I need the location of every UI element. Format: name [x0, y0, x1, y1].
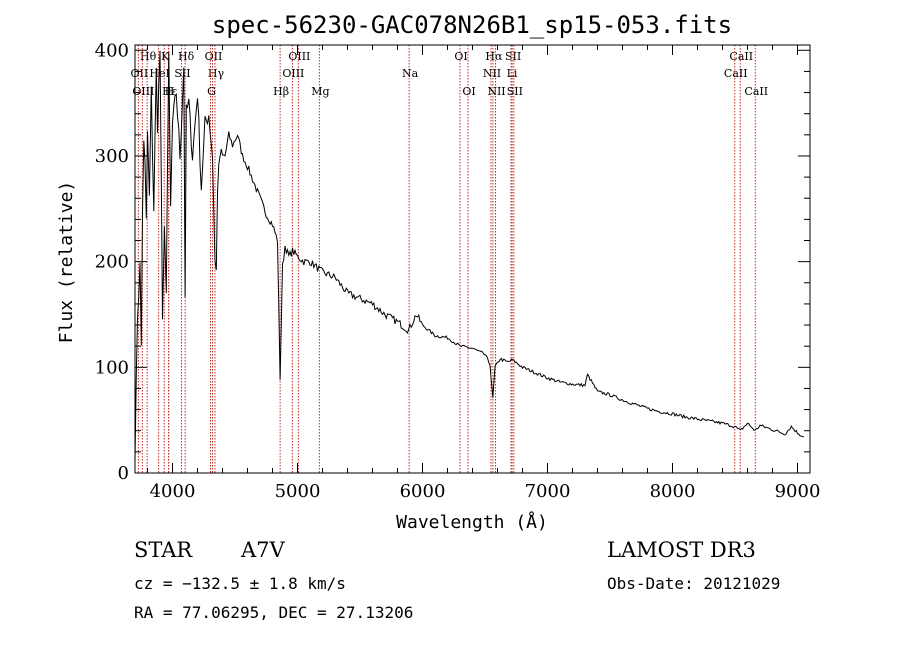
- spectral-line-label: CaII: [724, 67, 748, 80]
- spectral-line-label: SII: [505, 50, 521, 63]
- redshift-cz: cz = −132.5 ± 1.8 km/s: [134, 574, 346, 593]
- spectral-line-label: Na: [402, 67, 419, 80]
- spectral-subclass: A7V: [241, 538, 285, 562]
- spectral-line-label: NII: [487, 85, 505, 98]
- spectral-line-label: Li: [507, 67, 518, 80]
- x-tick-label: 8000: [650, 481, 696, 502]
- x-tick-label: 4000: [150, 481, 196, 502]
- x-tick-label: 6000: [400, 481, 446, 502]
- survey-name: LAMOST DR3: [607, 538, 756, 562]
- spectral-line-label: OI: [454, 50, 467, 63]
- x-tick-label: 5000: [275, 481, 321, 502]
- spectral-line-label: Hδ: [178, 50, 195, 63]
- spectral-line-label: G: [207, 85, 216, 98]
- spectral-line-label: NII: [483, 67, 501, 80]
- spectral-line-label: OIII: [288, 50, 310, 63]
- y-tick-label: 400: [95, 40, 129, 61]
- spectrum-series-line: [134, 50, 805, 462]
- spectral-line-label: OIII: [132, 85, 154, 98]
- object-type: STAR: [134, 538, 193, 562]
- observation-date: Obs-Date: 20121029: [607, 574, 781, 593]
- spectral-line-label: OII: [131, 67, 149, 80]
- spectral-line-label: OI: [462, 85, 475, 98]
- spectral-line-label: CaII: [744, 85, 768, 98]
- spectrum-data-layer: [134, 50, 805, 462]
- spectral-line-label: CaII: [729, 50, 753, 63]
- spectral-line-label: Hα: [485, 50, 503, 63]
- spectral-line-label: OII: [205, 50, 223, 63]
- coordinates: RA = 77.06295, DEC = 27.13206: [134, 603, 414, 622]
- plot-frame: [134, 44, 811, 474]
- spectral-line-label: OIII: [282, 67, 304, 80]
- y-axis-label: Flux (relative): [56, 181, 77, 344]
- y-tick-label: 0: [118, 463, 129, 484]
- x-tick-label: 9000: [775, 481, 821, 502]
- chart-title: spec-56230-GAC078N26B1_sp15-053.fits: [212, 11, 732, 39]
- spectral-line-label: Mg: [311, 85, 329, 98]
- spectral-line-label: Hε: [162, 85, 178, 98]
- y-tick-label: 100: [95, 357, 129, 378]
- y-tick-label: 200: [95, 252, 129, 273]
- x-tick-label: 7000: [525, 481, 571, 502]
- spectral-line-label: SII: [174, 67, 190, 80]
- spectral-line-label: SII: [507, 85, 523, 98]
- y-tick-label: 300: [95, 146, 129, 167]
- spectral-line-label: Hγ: [208, 67, 225, 80]
- x-axis-label: Wavelength (Å): [396, 511, 548, 533]
- spectral-line-label: Hθ: [140, 50, 157, 63]
- spectral-line-label: K: [161, 50, 170, 63]
- spectral-line-label: Hβ: [273, 85, 289, 98]
- axis-ticks-layer: 4000 5000 6000 7000 8000 9000 0 100 200 300 400: [95, 40, 821, 502]
